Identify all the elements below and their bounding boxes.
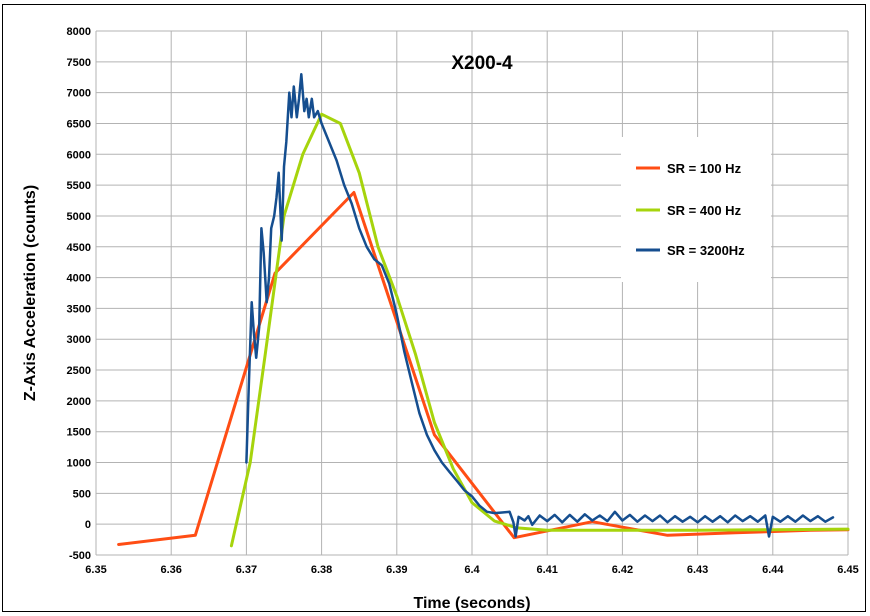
- x-tick-label: 6.45: [837, 564, 858, 576]
- x-tick-label: 6.44: [762, 564, 784, 576]
- chart-title: X200-4: [451, 53, 513, 74]
- y-tick-label: 2000: [67, 396, 91, 408]
- y-tick-label: 4500: [67, 242, 91, 254]
- y-tick-label: 4000: [67, 273, 91, 285]
- x-tick-label: 6.38: [311, 564, 332, 576]
- series-line-3: [245, 72, 835, 538]
- y-tick-label: 2500: [67, 365, 91, 377]
- y-tick-label: 1000: [67, 458, 91, 470]
- x-axis-title: Time (seconds): [413, 595, 530, 612]
- y-tick-label: 0: [85, 519, 91, 531]
- legend: SR = 100 Hz SR = 400 Hz SR = 3200Hz: [621, 137, 771, 282]
- y-tick-label: 5000: [67, 211, 91, 223]
- y-tick-label: 8000: [67, 26, 91, 38]
- y-tick-label: 7000: [67, 88, 91, 100]
- legend-label-1: SR = 100 Hz: [667, 161, 742, 176]
- legend-label-3: SR = 3200Hz: [667, 243, 745, 258]
- y-axis-title: Z-Axis Acceleration (counts): [22, 185, 39, 401]
- y-tick-label: 500: [73, 488, 91, 500]
- x-tick-label: 6.36: [160, 564, 181, 576]
- x-tick-labels: 6.35 6.36 6.37 6.38 6.39 6.4 6.41 6.42 6.43 6.44 6…: [85, 564, 858, 576]
- x-tick-label: 6.37: [236, 564, 257, 576]
- legend-label-2: SR = 400 Hz: [667, 203, 742, 218]
- x-tick-label: 6.42: [612, 564, 633, 576]
- y-tick-label: 5500: [67, 180, 91, 192]
- y-tick-label: 3000: [67, 334, 91, 346]
- series-line-2: [229, 112, 850, 548]
- x-tick-label: 6.35: [85, 564, 106, 576]
- series-lines: [117, 72, 850, 548]
- y-tick-labels: -500 0 500 1000 1500 2000 2500 3000 3500 4000 4500…: [67, 26, 91, 562]
- x-tick-label: 6.43: [687, 564, 708, 576]
- y-tick-label: 7500: [67, 57, 91, 69]
- y-tick-label: 6000: [67, 149, 91, 161]
- y-tick-label: -500: [69, 550, 91, 562]
- y-tick-label: 1500: [67, 427, 91, 439]
- y-tick-label: 6500: [67, 118, 91, 130]
- x-tick-label: 6.39: [386, 564, 407, 576]
- grid-lines: [95, 30, 849, 556]
- x-tick-label: 6.41: [536, 564, 557, 576]
- x-tick-label: 6.4: [464, 564, 480, 576]
- y-tick-label: 3500: [67, 303, 91, 315]
